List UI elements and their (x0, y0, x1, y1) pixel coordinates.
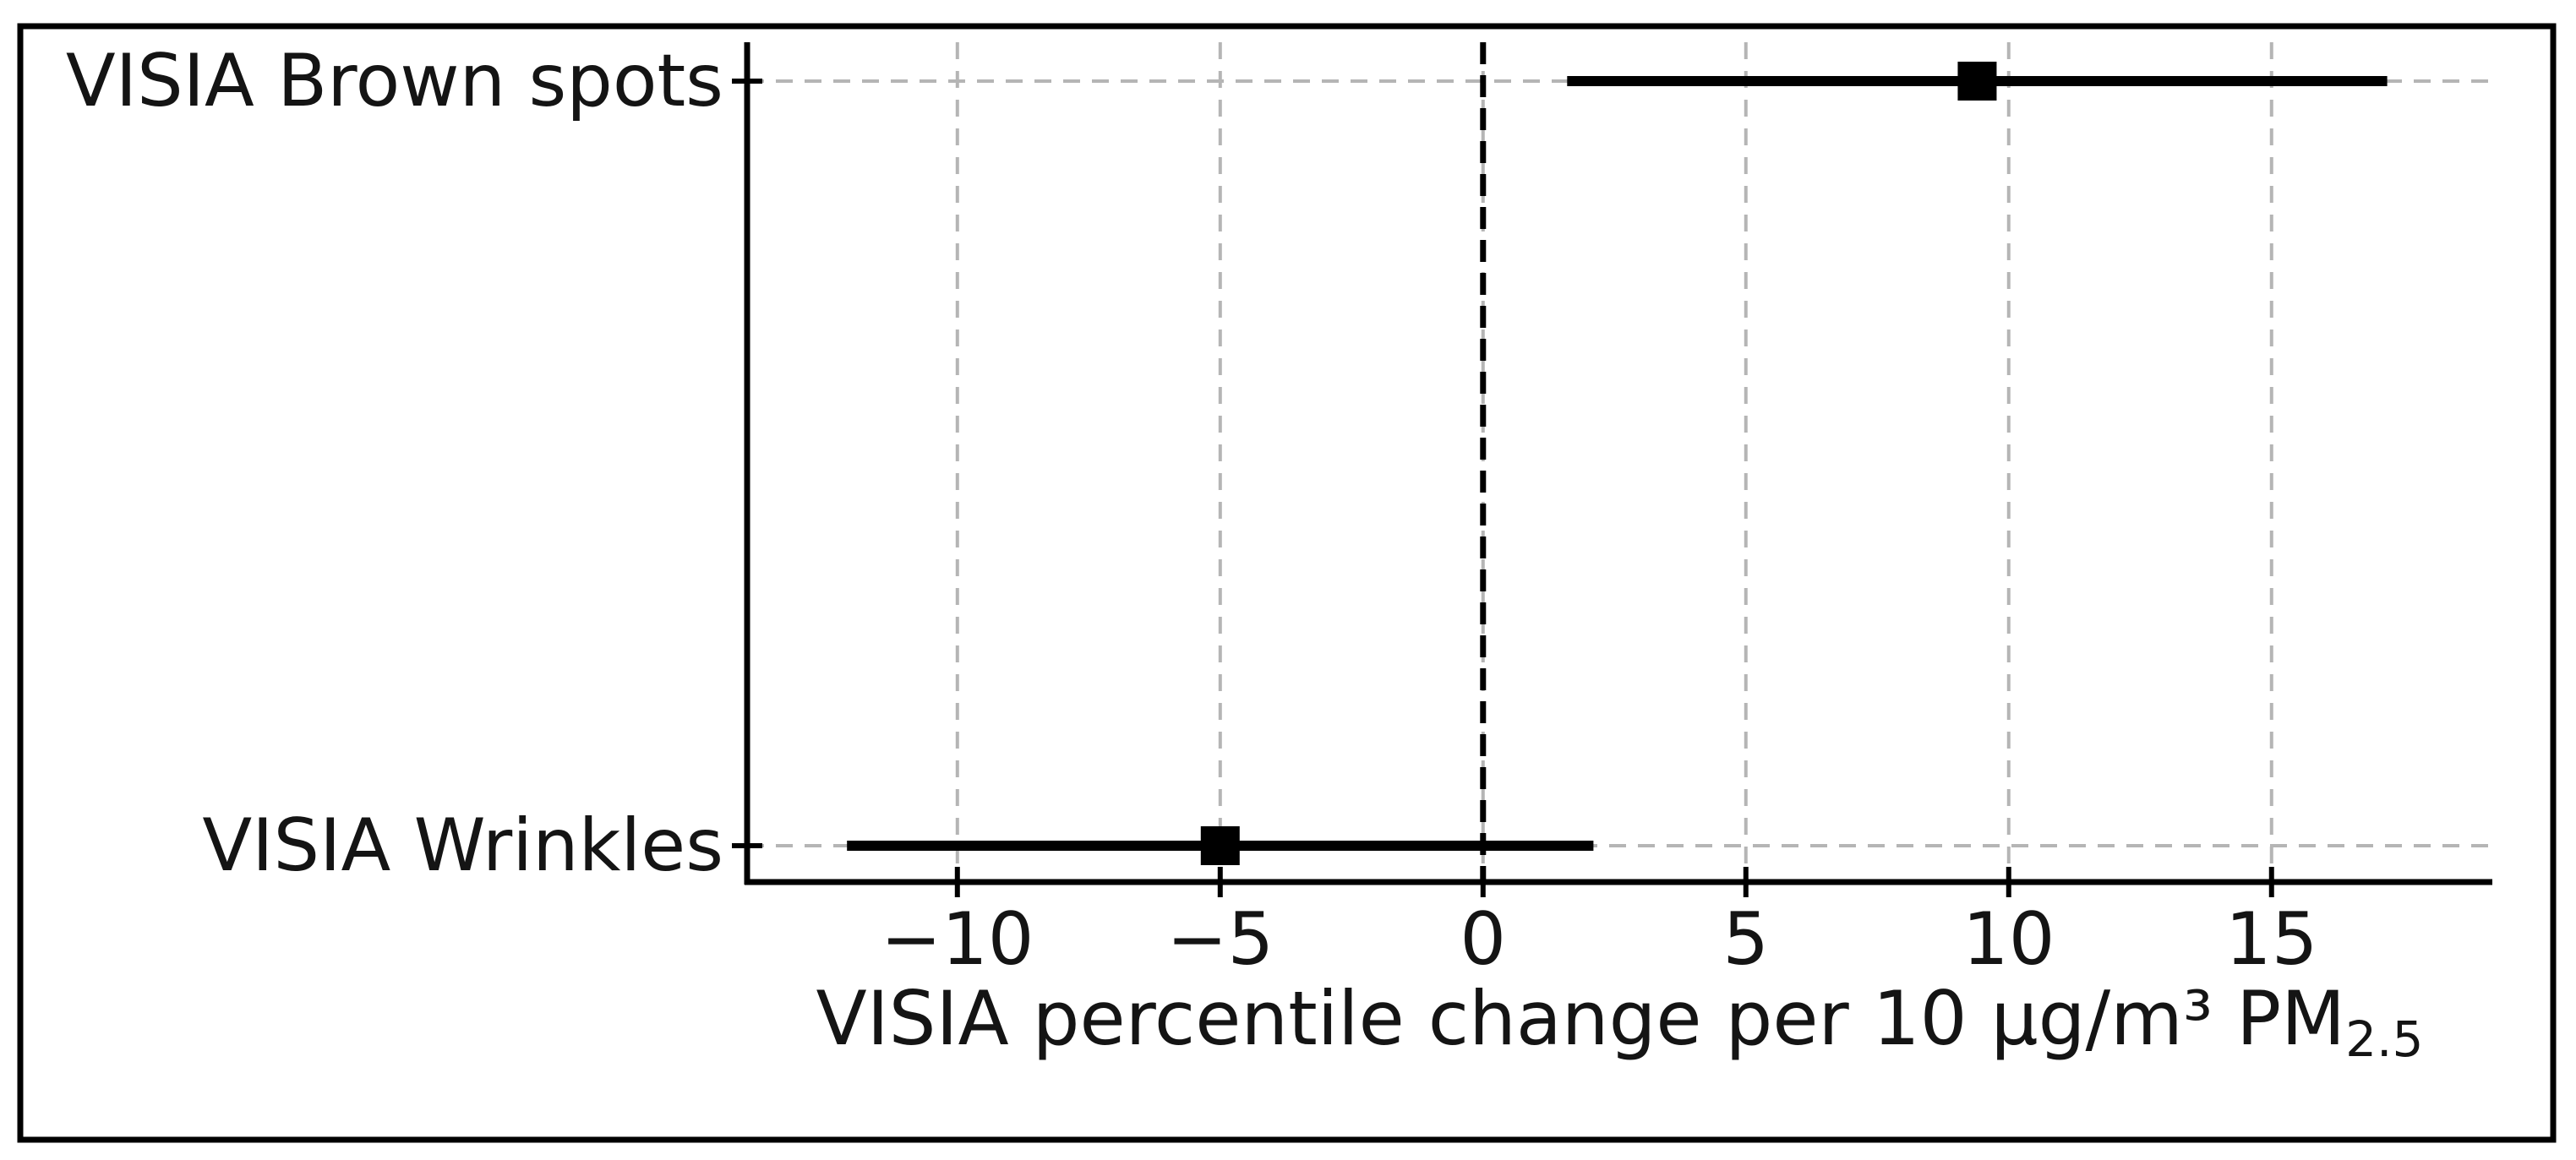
marker-square-visia-brown-spots (1957, 62, 1997, 101)
x-tick-label-15: 15 (2225, 897, 2318, 982)
category-label-visia-wrinkles: VISIA Wrinkles (202, 803, 723, 888)
x-axis-label-text: VISIA percentile change per 10 μg/m³ PM (816, 975, 2346, 1062)
x-tick-label--10: −10 (881, 897, 1034, 982)
x-tick-label-5: 5 (1722, 897, 1770, 982)
figure-border (17, 23, 2557, 1143)
marker-square-visia-wrinkles (1200, 826, 1240, 865)
x-axis-label-subscript: 2.5 (2345, 1010, 2424, 1068)
category-label-visia-brown-spots: VISIA Brown spots (65, 39, 723, 123)
x-tick-label-0: 0 (1460, 897, 1507, 982)
x-tick-label-10: 10 (1962, 897, 2055, 982)
x-tick-label--5: −5 (1166, 897, 1274, 982)
x-axis-label: VISIA percentile change per 10 μg/m³ PM2… (747, 972, 2492, 1086)
